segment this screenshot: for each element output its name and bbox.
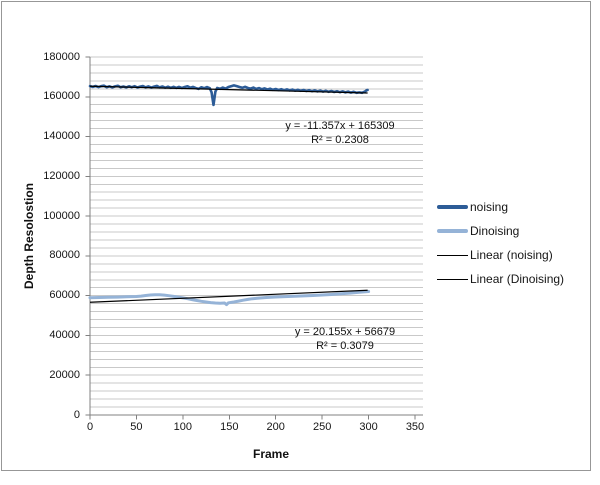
legend-label: noising	[470, 200, 509, 214]
legend-swatch-line	[437, 229, 468, 233]
legend-label: Dinoising	[470, 224, 520, 238]
dinoising-series-line[interactable]	[88, 290, 371, 307]
legend-item-noising[interactable]: noising	[437, 195, 564, 219]
legend-item-dinoising[interactable]: Dinoising	[437, 219, 564, 243]
chart-frame[interactable]	[1, 1, 591, 471]
legend-swatch-line	[437, 254, 468, 256]
linear--noising-trend-line[interactable]	[89, 85, 368, 94]
legend: noising Dinoising Linear (noising) Linear (…	[437, 195, 564, 291]
legend-item-linear--noising-[interactable]: Linear (noising)	[437, 243, 564, 267]
legend-swatch-line	[437, 205, 468, 209]
legend-swatch-line	[437, 278, 468, 280]
legend-item-linear--dinoising-[interactable]: Linear (Dinoising)	[437, 267, 564, 291]
legend-label: Linear (noising)	[470, 248, 553, 262]
linear--dinoising-trend-line[interactable]	[89, 289, 368, 303]
legend-label: Linear (Dinoising)	[470, 272, 565, 286]
